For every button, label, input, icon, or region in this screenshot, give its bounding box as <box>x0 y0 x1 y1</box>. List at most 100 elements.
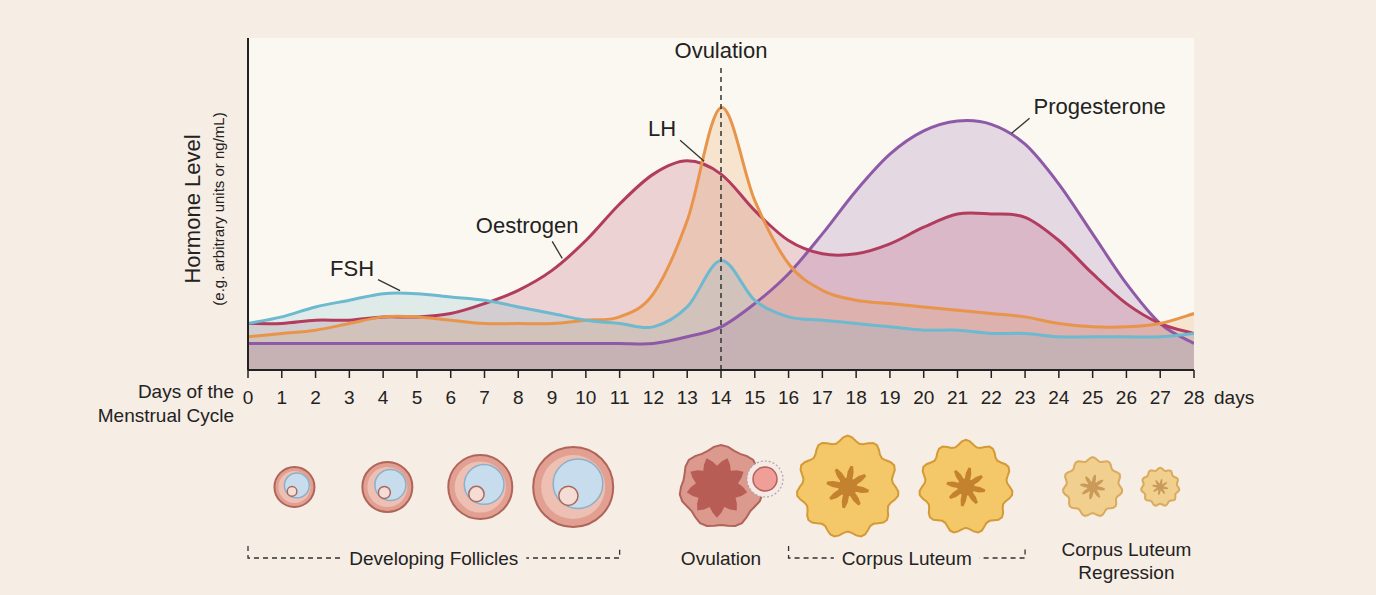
corpus-luteum <box>920 440 1013 533</box>
series-label: Progesterone <box>1034 94 1166 119</box>
x-tick <box>281 370 283 378</box>
x-tick <box>551 370 553 378</box>
x-tick-label: 6 <box>445 387 456 408</box>
x-tick-label: 18 <box>846 387 867 408</box>
x-tick <box>957 370 959 378</box>
x-axis-title-line: Days of the <box>138 381 234 402</box>
x-tick-label: 9 <box>547 387 558 408</box>
x-tick <box>720 370 722 378</box>
follicle <box>274 467 314 507</box>
follicle-outer <box>362 462 412 512</box>
y-axis-title: Hormone Level <box>180 134 205 283</box>
oocyte <box>559 486 578 505</box>
y-axis <box>247 38 249 370</box>
x-unit: days <box>1214 387 1254 408</box>
follicle <box>533 447 613 527</box>
x-tick <box>788 370 790 378</box>
series-label: Oestrogen <box>476 213 579 238</box>
oocyte <box>469 486 484 501</box>
x-tick-label: 27 <box>1150 387 1171 408</box>
x-tick <box>416 370 418 378</box>
label-leader <box>680 140 704 161</box>
x-tick <box>585 370 587 378</box>
x-tick-label: 5 <box>412 387 423 408</box>
follicle-antrum <box>464 465 504 505</box>
x-tick <box>822 370 824 378</box>
x-tick <box>450 370 452 378</box>
stage-label: Corpus LuteumRegression <box>1061 539 1191 583</box>
stage-label: Developing Follicles <box>349 548 518 569</box>
follicle-inner <box>455 461 506 512</box>
x-tick <box>518 370 520 378</box>
x-tick-label: 20 <box>913 387 934 408</box>
x-tick-label: 15 <box>744 387 765 408</box>
x-tick-label: 4 <box>378 387 389 408</box>
corona <box>747 461 783 497</box>
x-tick-label: 13 <box>677 387 698 408</box>
x-tick <box>889 370 891 378</box>
chart: Ovulation0123456789101112131415161718192… <box>0 0 1376 595</box>
x-tick <box>247 370 249 378</box>
follicle-outer <box>274 467 314 507</box>
x-tick <box>754 370 756 378</box>
luteal-body <box>1141 468 1179 506</box>
label-leader <box>378 280 400 291</box>
stage-label-line: Corpus Luteum <box>1061 539 1191 560</box>
series-line <box>248 260 1194 337</box>
x-tick <box>1058 370 1060 378</box>
x-tick <box>1126 370 1128 378</box>
x-tick-label: 14 <box>710 387 732 408</box>
x-tick-label: 10 <box>575 387 596 408</box>
corpus-luteum <box>1063 457 1122 516</box>
x-tick-label: 23 <box>1015 387 1036 408</box>
stage-label-line: Regression <box>1078 562 1174 583</box>
x-tick-label: 8 <box>513 387 524 408</box>
luteal-core <box>1080 475 1105 500</box>
oocyte <box>378 487 390 499</box>
series-label: FSH <box>330 256 374 281</box>
x-tick-label: 1 <box>276 387 287 408</box>
luteal-core <box>1152 479 1168 495</box>
x-tick-label: 25 <box>1082 387 1103 408</box>
x-tick <box>653 370 655 378</box>
x-tick-label: 24 <box>1048 387 1070 408</box>
x-tick-label: 7 <box>479 387 490 408</box>
ruptured-cavity <box>687 458 747 518</box>
follicle-inner <box>278 471 310 503</box>
x-tick <box>382 370 384 378</box>
x-tick-label: 22 <box>981 387 1002 408</box>
luteal-body <box>920 440 1013 533</box>
x-tick <box>1024 370 1026 378</box>
annotation-label: Ovulation <box>675 38 768 63</box>
luteal-core <box>827 466 869 508</box>
x-tick <box>923 370 925 378</box>
x-tick-label: 16 <box>778 387 799 408</box>
x-tick-label: 0 <box>243 387 254 408</box>
released-oocyte <box>753 467 777 491</box>
luteal-body <box>1063 457 1122 516</box>
x-tick-label: 12 <box>643 387 664 408</box>
x-tick-label: 11 <box>610 387 630 408</box>
x-tick-label: 17 <box>812 387 833 408</box>
corpus-luteum <box>797 436 898 537</box>
follicle-outer <box>533 447 613 527</box>
x-tick <box>315 370 317 378</box>
luteal-body <box>797 436 898 537</box>
x-tick-label: 19 <box>879 387 900 408</box>
y-axis-note: (e.g. arbitrary units or ng/mL) <box>210 112 227 305</box>
label-leader <box>1012 118 1030 133</box>
oocyte <box>287 487 297 497</box>
page: {"chart_data": { "type": "area", "ylabel… <box>0 0 1376 595</box>
x-tick-label: 2 <box>310 387 321 408</box>
follicle <box>362 462 412 512</box>
luteal-core <box>947 468 986 507</box>
follicle-inner <box>367 467 407 507</box>
x-tick-label: 3 <box>344 387 355 408</box>
x-tick <box>619 370 621 378</box>
x-tick <box>686 370 688 378</box>
series-label: LH <box>648 116 676 141</box>
x-tick <box>1092 370 1094 378</box>
x-tick <box>1159 370 1161 378</box>
illustrations <box>274 436 1179 537</box>
x-tick <box>855 370 857 378</box>
